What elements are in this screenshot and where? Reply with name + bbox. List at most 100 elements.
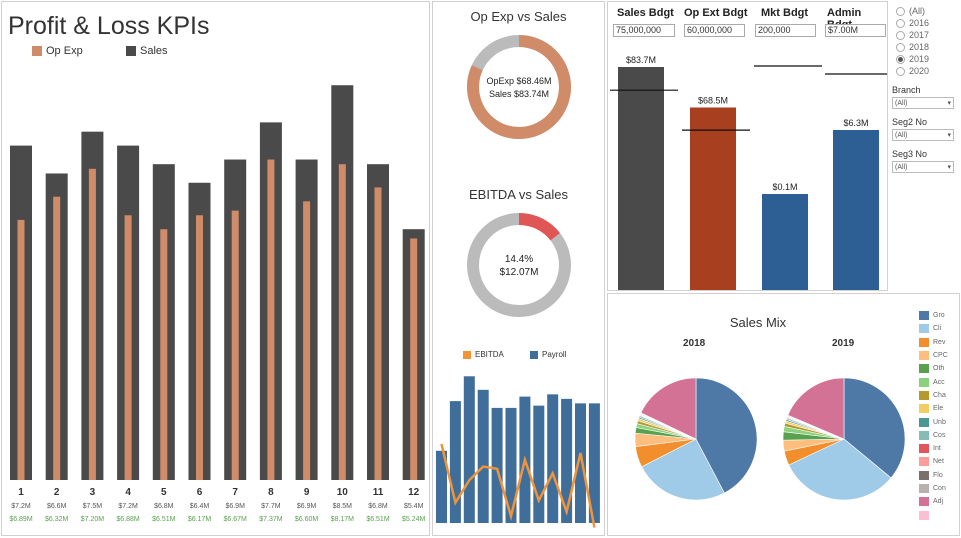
mix-legend-swatch bbox=[919, 404, 929, 414]
opexp-bar[interactable] bbox=[196, 215, 203, 480]
opexp-value-label: $6.17M bbox=[188, 516, 212, 523]
payroll-bar[interactable] bbox=[491, 407, 503, 523]
filter-dropdown[interactable]: (All) ▾ bbox=[892, 161, 954, 173]
mix-legend-swatch bbox=[919, 390, 929, 400]
mix-legend-swatch bbox=[919, 430, 929, 440]
year-option-2017[interactable]: 2017 bbox=[896, 29, 960, 41]
legend-payroll-label: Payroll bbox=[542, 350, 567, 359]
mkt-bdgt-input[interactable]: 200,000 bbox=[755, 24, 816, 37]
mix-legend-swatch bbox=[919, 324, 929, 334]
mix-legend-item[interactable]: Net bbox=[919, 455, 948, 468]
payroll-bar[interactable] bbox=[477, 389, 489, 523]
pie-slice[interactable] bbox=[787, 377, 845, 440]
opexp-bar[interactable] bbox=[160, 229, 168, 480]
payroll-bar[interactable] bbox=[463, 376, 475, 523]
pie-slice[interactable] bbox=[843, 377, 906, 479]
ebitda-donut-arc[interactable] bbox=[467, 213, 571, 317]
filter-value: (All) bbox=[895, 131, 908, 139]
mix-legend-item[interactable]: Ele bbox=[919, 402, 948, 415]
month-label: 11 bbox=[373, 487, 384, 498]
payroll-bar[interactable] bbox=[449, 401, 461, 523]
year-option-label: 2020 bbox=[909, 66, 930, 76]
sales-value-label: $6.8M bbox=[154, 503, 174, 510]
budget-actual-bar[interactable] bbox=[618, 67, 664, 290]
filter-dropdown[interactable]: (All) ▾ bbox=[892, 97, 954, 109]
payroll-bar[interactable] bbox=[533, 405, 545, 523]
sales-value-label: $5.4M bbox=[404, 503, 424, 510]
year-filter: (All) 2016 2017 2018 2019 2020 bbox=[888, 5, 960, 77]
opexp-bar[interactable] bbox=[17, 219, 25, 480]
sales-value-label: $7.5M bbox=[83, 503, 103, 510]
sales-value-label: $6.4M bbox=[190, 503, 210, 510]
year-option-2020[interactable]: 2020 bbox=[896, 65, 960, 77]
opexp-bar[interactable] bbox=[124, 215, 132, 480]
mix-legend-item[interactable]: Flo bbox=[919, 469, 948, 482]
opexp-bar[interactable] bbox=[303, 201, 311, 481]
admin-bdgt-input[interactable]: $7.00M bbox=[825, 24, 886, 37]
budget-actual-bar[interactable] bbox=[690, 107, 736, 290]
mix-legend-item[interactable] bbox=[919, 508, 948, 521]
sales-value-label: $6.9M bbox=[297, 503, 317, 510]
opexp-bar[interactable] bbox=[338, 164, 346, 480]
mix-legend-item[interactable]: Cha bbox=[919, 389, 948, 402]
opexp-bar[interactable] bbox=[231, 210, 239, 480]
opexp-vs-sales-donut[interactable]: OpExp $68.46M Sales $83.74M bbox=[433, 27, 604, 147]
ebitda-vs-sales-donut[interactable]: 14.4% $12.07M bbox=[433, 205, 604, 325]
pie-slice[interactable] bbox=[641, 438, 725, 501]
filter-value: (All) bbox=[895, 163, 908, 171]
payroll-bar[interactable] bbox=[561, 398, 573, 523]
legend-ebitda[interactable]: EBITDA bbox=[463, 350, 504, 359]
sales-value-label: $7.7M bbox=[261, 503, 281, 510]
budget-actual-bar[interactable] bbox=[762, 194, 808, 290]
opexp-bar[interactable] bbox=[88, 168, 96, 481]
mix-legend-swatch bbox=[919, 510, 929, 520]
pie-slice[interactable] bbox=[695, 377, 758, 494]
payroll-bar[interactable] bbox=[436, 450, 447, 523]
opexp-donut-line1: OpExp $68.46M bbox=[486, 76, 551, 86]
chevron-down-icon: ▾ bbox=[947, 100, 951, 107]
legend-opexp[interactable]: Op Exp bbox=[32, 45, 83, 57]
budget-value-label: $0.1M bbox=[772, 182, 797, 192]
mix-legend-item[interactable]: Gro bbox=[919, 309, 948, 322]
legend-payroll[interactable]: Payroll bbox=[530, 350, 566, 359]
opexp-bar[interactable] bbox=[267, 159, 275, 481]
pie-slice[interactable] bbox=[640, 377, 697, 440]
payroll-bar[interactable] bbox=[588, 403, 600, 523]
payroll-bar[interactable] bbox=[575, 403, 586, 523]
year-option-2019[interactable]: 2019 bbox=[896, 53, 960, 65]
mix-legend-swatch bbox=[919, 470, 929, 480]
payroll-bar[interactable] bbox=[547, 394, 559, 523]
opext-bdgt-input[interactable]: 60,000,000 bbox=[684, 24, 745, 37]
legend-sales[interactable]: Sales bbox=[126, 45, 168, 57]
opexp-bar[interactable] bbox=[410, 238, 418, 480]
mix-legend-item[interactable]: Adj bbox=[919, 495, 948, 508]
mix-legend-item[interactable]: Acc bbox=[919, 375, 948, 388]
radio-icon bbox=[896, 6, 905, 16]
mix-legend-label: Adj bbox=[933, 498, 944, 506]
budget-actual-bar[interactable] bbox=[833, 130, 879, 290]
opexp-donut-arc[interactable] bbox=[467, 35, 571, 139]
year-option-2018[interactable]: 2018 bbox=[896, 41, 960, 53]
filter-dropdown[interactable]: (All) ▾ bbox=[892, 129, 954, 141]
year-option-label: 2017 bbox=[909, 30, 930, 40]
payroll-bar[interactable] bbox=[505, 407, 517, 523]
ebitda-line[interactable] bbox=[440, 443, 596, 528]
sales-bdgt-input[interactable]: 75,000,000 bbox=[613, 24, 675, 37]
sales-mix-pies[interactable] bbox=[608, 354, 908, 534]
mix-legend-item[interactable]: Rev bbox=[919, 336, 948, 349]
mix-legend-swatch bbox=[919, 417, 929, 427]
mix-legend-item[interactable]: Con bbox=[919, 482, 948, 495]
year-option-2016[interactable]: 2016 bbox=[896, 17, 960, 29]
pie-slice[interactable] bbox=[788, 438, 892, 501]
mix-legend-item[interactable]: Unb bbox=[919, 415, 948, 428]
mix-legend-item[interactable]: Int bbox=[919, 442, 948, 455]
mix-legend-item[interactable]: Cos bbox=[919, 429, 948, 442]
year-option-all[interactable]: (All) bbox=[896, 5, 960, 17]
mix-legend-item[interactable]: Oth bbox=[919, 362, 948, 375]
opexp-bar[interactable] bbox=[53, 196, 61, 480]
mix-legend-item[interactable]: Cli bbox=[919, 322, 948, 335]
mix-legend-item[interactable]: CPC bbox=[919, 349, 948, 362]
ratios-panel: Op Exp vs Sales OpExp $68.46M Sales $83.7… bbox=[432, 1, 605, 536]
dropdown-filters: Branch (All) ▾ Seg2 No (All) ▾ Seg3 No (All) ▾ bbox=[888, 85, 960, 173]
opexp-bar[interactable] bbox=[374, 187, 382, 480]
